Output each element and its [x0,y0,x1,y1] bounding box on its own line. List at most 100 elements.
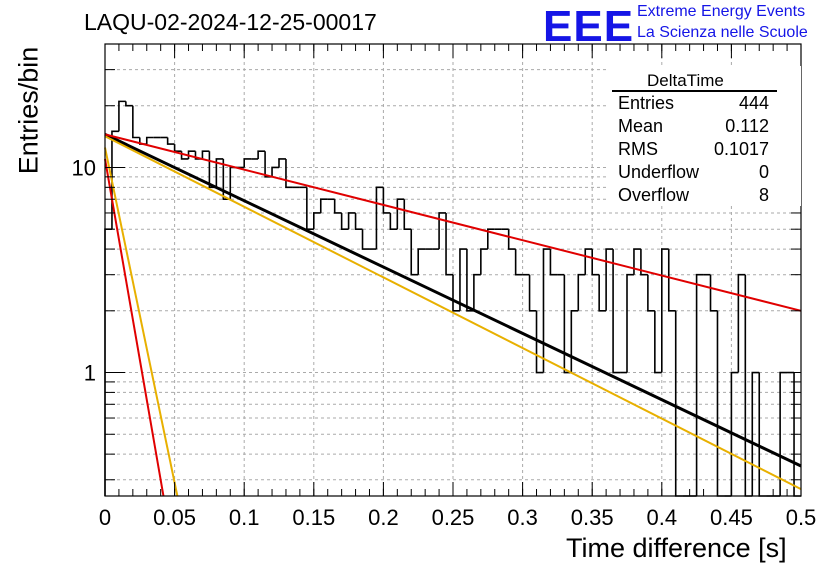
axes-frame: 0 0.05 0.1 0.15 0.2 0.25 0.3 0.35 0.4 0.45 0.5 1 10 [72,43,817,530]
histogram-bin [605,248,614,311]
histogram-bin [563,274,572,374]
histogram-bin [278,158,286,168]
histogram-bin [647,274,655,312]
histogram-bin [452,274,460,312]
stats-label-entries: Entries [618,93,675,113]
histogram-bin [695,273,704,496]
x-tick-label: 0.35 [571,505,614,530]
logo-line-2: La Scienza nelle Scuole [637,24,808,41]
stats-label-mean: Mean [618,116,664,136]
x-axis-label: Time difference [s] [566,533,787,563]
histogram-bin [737,273,746,373]
plot-frame [104,43,802,497]
fit-curve-2 [104,135,802,491]
fit-curve-5 [104,147,179,497]
fit-curve-4 [104,158,165,497]
histogram-bin [257,150,266,159]
histogram-bin [445,212,453,276]
histogram-bin [584,248,593,275]
stats-value-mean: 0.112 [725,116,769,136]
stats-title: DeltaTime [647,71,724,90]
histogram-bin [145,136,154,145]
eee-logo: EEE [543,2,635,51]
fit-curve-3 [104,133,802,312]
stats-box [607,66,801,206]
histogram-bin [480,248,488,275]
histogram-bin [313,212,321,230]
histogram-bin [591,249,600,276]
histogram-bin [751,371,760,496]
histogram-bin [661,248,669,373]
histogram-bin [654,310,662,374]
y-tick-label: 10 [72,155,96,180]
stats-value-entries: 444 [738,93,769,113]
histogram-bin [473,273,481,311]
histogram-bin [132,105,140,139]
histogram-bin [104,228,112,496]
histogram-bin [264,151,273,178]
histogram-bin [396,198,405,230]
stats-box-bg [607,66,801,206]
histogram-bin [514,249,523,276]
histogram-bin [285,158,293,189]
histogram-bin [173,144,182,153]
histogram-bin [347,212,356,230]
histogram-bin [333,199,342,214]
histogram-bin [640,249,648,276]
histogram-bin [612,249,621,374]
histogram-bin [271,166,279,177]
histogram-bin [709,274,718,312]
x-tick-label: 0.1 [229,505,260,530]
histogram-bin [528,274,537,312]
x-tick-label: 0.2 [368,505,399,530]
stats-value-rms: 0.1017 [713,139,769,159]
x-tick-label: 0.45 [710,505,753,530]
histogram-bin [403,199,412,230]
histogram-bin [208,151,217,189]
histogram-bin [716,310,725,497]
histogram-bin [375,186,384,250]
fit-curves [104,133,802,497]
histogram-bin [542,248,551,373]
histogram-bin [125,101,133,107]
histogram-bin [438,212,447,250]
plot-title: LAQU-02-2024-12-25-00017 [84,9,377,35]
histogram-bin [633,248,641,275]
histogram-bin [201,150,210,159]
histogram-bin [570,310,579,373]
x-tick-label: 0 [99,505,111,530]
histogram-bin [417,248,426,275]
histogram-bin [535,310,544,374]
histogram-bin [598,274,607,312]
histogram-bin [118,100,126,132]
histogram-bin [549,249,558,276]
histogram-bin [577,273,586,311]
x-tick-label: 0.05 [153,505,196,530]
histogram-bin [487,228,495,250]
histogram-bin [466,249,474,312]
histogram-bin [306,187,314,230]
histogram-bin [215,158,224,188]
fit-curve-1 [104,133,802,468]
histogram-bin [459,248,467,311]
histogram-bin [319,198,328,213]
x-tick-label: 0.5 [786,505,817,530]
histogram-bin [243,158,252,168]
x-tick-label: 0.25 [432,505,475,530]
histogram-bin [674,310,683,497]
y-axis-label: Entries/bin [13,46,44,175]
histogram-bin [626,273,634,373]
stats-label-rms: RMS [618,139,658,159]
histogram-bin [361,229,370,250]
histogram-bin [166,137,175,145]
logo-line-1: Extreme Energy Events [637,3,806,20]
histogram-bin [340,212,349,230]
histogram-bin [389,212,398,230]
histogram-bin [410,229,419,276]
stats-label-underflow: Underflow [618,162,700,182]
y-tick-label: 1 [84,361,96,386]
histogram-bin [382,187,391,214]
stats-value-overflow: 8 [758,185,769,205]
x-tick-label: 0.3 [507,505,538,530]
